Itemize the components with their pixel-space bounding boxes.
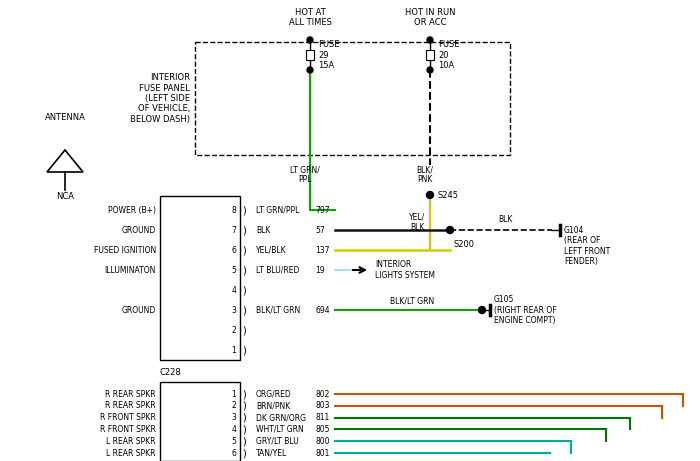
- Text: FUSED IGNITION: FUSED IGNITION: [94, 246, 156, 254]
- Text: NCA: NCA: [56, 192, 74, 201]
- Circle shape: [307, 67, 313, 73]
- Text: BLK/LT GRN: BLK/LT GRN: [391, 296, 435, 305]
- Text: 5: 5: [231, 266, 236, 274]
- Text: ORG/RED: ORG/RED: [256, 390, 292, 398]
- Text: ): ): [242, 225, 246, 235]
- Text: HOT AT
ALL TIMES: HOT AT ALL TIMES: [288, 8, 331, 27]
- Text: L REAR SPKR: L REAR SPKR: [106, 437, 156, 446]
- Text: ): ): [242, 205, 246, 215]
- Text: ): ): [242, 345, 246, 355]
- Circle shape: [427, 37, 433, 43]
- Text: R FRONT SPKR: R FRONT SPKR: [100, 413, 156, 422]
- Text: C228: C228: [160, 368, 182, 377]
- Bar: [195, 42, 510, 155]
- Bar: [160, 382, 240, 461]
- Text: POWER (B+): POWER (B+): [108, 206, 156, 214]
- Text: LT BLU/RED: LT BLU/RED: [256, 266, 300, 274]
- Text: GROUND: GROUND: [122, 306, 156, 314]
- Text: INTERIOR
FUSE PANEL
(LEFT SIDE
OF VEHICLE,
BELOW DASH): INTERIOR FUSE PANEL (LEFT SIDE OF VEHICL…: [130, 73, 190, 124]
- Circle shape: [447, 226, 454, 234]
- Text: 1: 1: [231, 345, 236, 355]
- Text: 805: 805: [315, 425, 330, 434]
- Text: 6: 6: [231, 246, 236, 254]
- Text: BLK/LT GRN: BLK/LT GRN: [256, 306, 300, 314]
- Text: 694: 694: [315, 306, 330, 314]
- Text: ): ): [242, 401, 246, 411]
- Text: BLK: BLK: [256, 225, 270, 235]
- Text: BLK/
PNK: BLK/ PNK: [416, 165, 433, 184]
- Bar: [306, 50, 314, 60]
- Text: ): ): [242, 425, 246, 434]
- Text: 8: 8: [231, 206, 236, 214]
- Text: ): ): [242, 245, 246, 255]
- Text: 4: 4: [231, 285, 236, 295]
- Text: R REAR SPKR: R REAR SPKR: [106, 401, 156, 410]
- Text: DK GRN/ORG: DK GRN/ORG: [256, 413, 306, 422]
- Text: 803: 803: [315, 401, 330, 410]
- Text: GRY/LT BLU: GRY/LT BLU: [256, 437, 299, 446]
- Text: 3: 3: [231, 413, 236, 422]
- Text: ): ): [242, 448, 246, 458]
- Text: LT GRN/PPL: LT GRN/PPL: [256, 206, 300, 214]
- Text: 5: 5: [231, 437, 236, 446]
- Text: HOT IN RUN
OR ACC: HOT IN RUN OR ACC: [405, 8, 455, 27]
- Text: 137: 137: [315, 246, 330, 254]
- Text: GROUND: GROUND: [122, 225, 156, 235]
- Text: R REAR SPKR: R REAR SPKR: [106, 390, 156, 398]
- Text: S200: S200: [454, 240, 475, 249]
- Text: ): ): [242, 285, 246, 295]
- Text: 811: 811: [315, 413, 329, 422]
- Text: ): ): [242, 436, 246, 446]
- Text: YEL/BLK: YEL/BLK: [256, 246, 286, 254]
- Text: ): ): [242, 325, 246, 335]
- Text: ): ): [242, 413, 246, 423]
- Circle shape: [479, 307, 486, 313]
- Text: 801: 801: [315, 449, 330, 457]
- Text: 57: 57: [315, 225, 325, 235]
- Text: ): ): [242, 389, 246, 399]
- Text: G104
(REAR OF
LEFT FRONT
FENDER): G104 (REAR OF LEFT FRONT FENDER): [564, 226, 610, 266]
- Text: ILLUMINATON: ILLUMINATON: [104, 266, 156, 274]
- Text: FUSE
20
10A: FUSE 20 10A: [438, 40, 459, 70]
- Text: LT GRN/
PPL: LT GRN/ PPL: [290, 165, 320, 184]
- Text: G105
(RIGHT REAR OF
ENGINE COMPT): G105 (RIGHT REAR OF ENGINE COMPT): [494, 295, 556, 325]
- Circle shape: [426, 191, 433, 199]
- Text: ANTENNA: ANTENNA: [45, 113, 85, 122]
- Text: YEL/
BLK: YEL/ BLK: [409, 213, 425, 232]
- Text: ): ): [242, 265, 246, 275]
- Bar: [426, 50, 434, 60]
- Text: 19: 19: [315, 266, 325, 274]
- Text: 2: 2: [231, 401, 236, 410]
- Text: 800: 800: [315, 437, 330, 446]
- Text: 3: 3: [231, 306, 236, 314]
- Circle shape: [307, 37, 313, 43]
- Text: BLK: BLK: [498, 215, 512, 224]
- Text: 797: 797: [315, 206, 330, 214]
- Text: S245: S245: [438, 190, 459, 200]
- Text: ): ): [242, 305, 246, 315]
- Text: WHT/LT GRN: WHT/LT GRN: [256, 425, 304, 434]
- Text: R FRONT SPKR: R FRONT SPKR: [100, 425, 156, 434]
- Text: INTERIOR
LIGHTS SYSTEM: INTERIOR LIGHTS SYSTEM: [375, 260, 435, 280]
- Text: 4: 4: [231, 425, 236, 434]
- Text: TAN/YEL: TAN/YEL: [256, 449, 287, 457]
- Bar: [160, 196, 240, 360]
- Text: L REAR SPKR: L REAR SPKR: [106, 449, 156, 457]
- Text: FUSE
29
15A: FUSE 29 15A: [318, 40, 340, 70]
- Text: 802: 802: [315, 390, 330, 398]
- Text: 6: 6: [231, 449, 236, 457]
- Text: 7: 7: [231, 225, 236, 235]
- Text: BRN/PNK: BRN/PNK: [256, 401, 290, 410]
- Text: 1: 1: [231, 390, 236, 398]
- Circle shape: [427, 67, 433, 73]
- Text: 2: 2: [231, 325, 236, 335]
